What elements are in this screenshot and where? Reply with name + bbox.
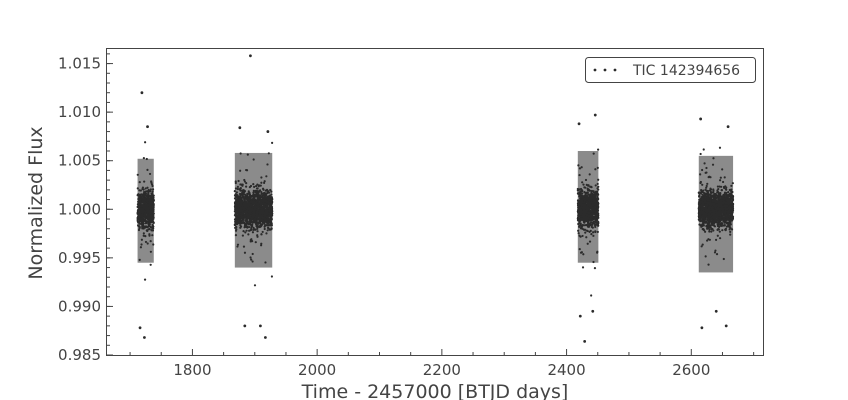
x-tick-label: 1800 [173, 361, 211, 379]
y-tick-label: 0.990 [58, 297, 101, 315]
y-tick-label: 0.985 [58, 346, 101, 364]
data-point-outlier [699, 117, 703, 121]
data-point-outlier [243, 324, 247, 328]
data-point [270, 275, 274, 278]
data-point-core [234, 152, 273, 268]
x-tick-label: 2400 [547, 361, 585, 379]
y-tick-label: 1.010 [58, 103, 101, 121]
data-point [590, 294, 593, 297]
data-points [136, 54, 735, 343]
y-tick-label: 1.005 [58, 152, 101, 170]
data-point [702, 148, 705, 151]
data-point-outlier [259, 324, 262, 328]
data-point [699, 152, 702, 156]
data-point-core [698, 155, 734, 273]
plot-area [106, 48, 764, 356]
y-tick-label: 1.000 [58, 200, 101, 218]
y-axis-label: Normalized Flux [25, 126, 47, 279]
data-point-core [577, 151, 599, 263]
data-point-outlier [140, 91, 144, 95]
data-point [718, 146, 722, 149]
data-point-outlier [583, 340, 587, 343]
data-point [144, 141, 147, 144]
x-tick-label: 2200 [423, 361, 461, 379]
data-point [271, 141, 274, 144]
legend-marker [593, 68, 617, 72]
x-tick-label: 2000 [298, 361, 336, 379]
y-tick-label: 1.015 [58, 55, 101, 73]
data-point [143, 278, 147, 281]
x-axis-label: Time - 2457000 [BTJD days] [301, 381, 569, 400]
data-point-core [137, 158, 154, 263]
data-point [142, 157, 145, 160]
data-point-outlier [138, 326, 142, 330]
data-point-outlier [593, 113, 597, 117]
data-point-outlier [700, 326, 704, 330]
data-point [149, 263, 152, 266]
data-point-outlier [714, 309, 718, 313]
y-tick-label: 0.995 [58, 249, 101, 267]
data-point-outlier [238, 126, 242, 130]
data-point-outlier [266, 130, 270, 133]
data-point-outlier [726, 125, 730, 129]
data-point [581, 266, 585, 269]
data-point [253, 284, 257, 287]
data-point-outlier [249, 54, 252, 58]
x-axis: 1800 2000 2200 2400 2600 [129, 349, 755, 379]
legend: TIC 142394656 [585, 57, 756, 83]
legend-box [585, 57, 756, 83]
data-point-outlier [577, 122, 581, 126]
data-point [593, 267, 597, 270]
data-point-outlier [263, 336, 267, 339]
data-point-outlier [724, 324, 728, 328]
data-point-outlier [143, 336, 146, 339]
data-point-outlier [578, 314, 582, 318]
data-point [597, 148, 600, 151]
x-tick-label: 2600 [672, 361, 710, 379]
legend-label: TIC 142394656 [632, 63, 740, 79]
data-point-outlier [591, 309, 595, 313]
data-point-outlier [146, 125, 149, 129]
y-axis: 0.985 0.990 0.995 1.000 1.005 1.010 1.015 [58, 53, 113, 364]
